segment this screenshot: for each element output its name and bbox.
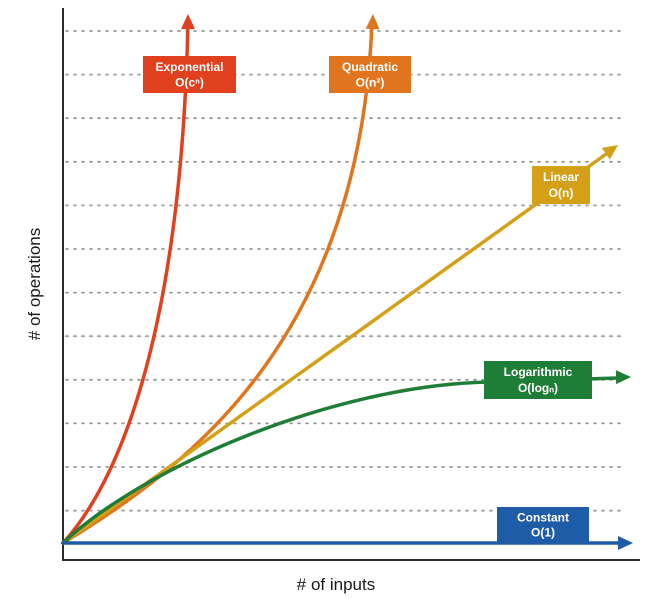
series-layer [61, 14, 633, 550]
series-arrow-quadratic [365, 14, 380, 30]
series-label-line1-logarithmic: Logarithmic [504, 365, 573, 379]
series-label-constant: Constant O(1) [497, 507, 589, 543]
series-label-line2-linear: O(n) [549, 186, 574, 200]
series-label-box-linear [532, 166, 590, 204]
series-label-logarithmic: Logarithmic O(logₙ) [484, 361, 592, 399]
y-axis-label: # of operations [25, 228, 44, 340]
series-label-line1-exponential: Exponential [155, 60, 223, 74]
series-label-linear: Linear O(n) [532, 166, 590, 204]
x-axis-label: # of inputs [297, 575, 375, 594]
series-arrow-exponential [181, 14, 195, 29]
series-label-line2-constant: O(1) [531, 526, 555, 540]
series-line-quadratic [61, 20, 374, 545]
series-arrow-logarithmic [615, 370, 631, 385]
series-arrow-constant [618, 536, 633, 550]
series-label-box-exponential [143, 56, 236, 93]
series-line-exponential [61, 20, 190, 545]
series-line-logarithmic [61, 376, 620, 545]
series-label-box-quadratic [329, 56, 411, 93]
series-label-box-constant [497, 507, 589, 543]
series-label-line1-linear: Linear [543, 170, 579, 184]
series-arrow-linear [601, 145, 618, 160]
series-label-line1-quadratic: Quadratic [342, 60, 398, 74]
series-label-line2-exponential: O(cⁿ) [175, 75, 204, 89]
series-label-line1-constant: Constant [517, 510, 569, 524]
grid-lines [65, 30, 626, 512]
series-label-line2-logarithmic: O(logₙ) [518, 381, 558, 395]
series-label-line2-quadratic: O(n²) [356, 75, 385, 89]
series-label-box-logarithmic [484, 361, 592, 399]
